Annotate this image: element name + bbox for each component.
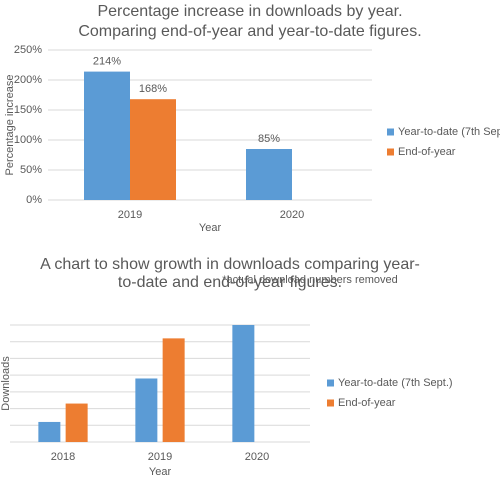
legend-swatch [327,379,334,387]
y-tick-label: 50% [20,164,42,176]
y-axis-label: Downloads [0,356,12,411]
data-label: 214% [93,56,121,68]
x-axis-label: Year [149,466,172,478]
annotation: *actual download numbers removed [222,274,398,286]
x-tick-label: 2019 [148,451,172,463]
legend-label: Year-to-date (7th Sept.) [338,377,453,389]
bar [65,403,88,442]
bar [162,338,185,442]
bar [38,421,61,442]
legend-swatch [327,399,334,407]
chart-title: to-date and end-of-year figures. [118,274,342,291]
y-tick-label: 200% [14,74,42,86]
chart-title: Percentage increase in downloads by year… [97,3,402,20]
x-tick-label: 2018 [51,451,75,463]
legend-label: Year-to-date (7th Sept.) [398,126,500,138]
legend-swatch [387,128,394,136]
y-axis-label: Percentage increase [4,75,16,176]
y-tick-label: 150% [14,104,42,116]
y-tick-label: 250% [14,44,42,56]
x-tick-label: 2019 [118,209,142,221]
legend-swatch [387,148,394,156]
bar [84,71,130,200]
legend-label: End-of-year [338,397,396,409]
bar [246,149,292,200]
bar [232,325,255,442]
data-label: 168% [139,83,167,95]
y-tick-label: 100% [14,134,42,146]
x-tick-label: 2020 [280,209,304,221]
bar [135,378,158,442]
x-axis-label: Year [199,222,222,234]
y-tick-label: 0% [26,194,42,206]
chart-title: A chart to show growth in downloads comp… [40,256,420,273]
x-tick-label: 2020 [245,451,269,463]
bar [130,99,176,200]
chart-title: Comparing end-of-year and year-to-date f… [78,23,421,40]
legend-label: End-of-year [398,146,456,158]
data-label: 85% [258,133,280,145]
